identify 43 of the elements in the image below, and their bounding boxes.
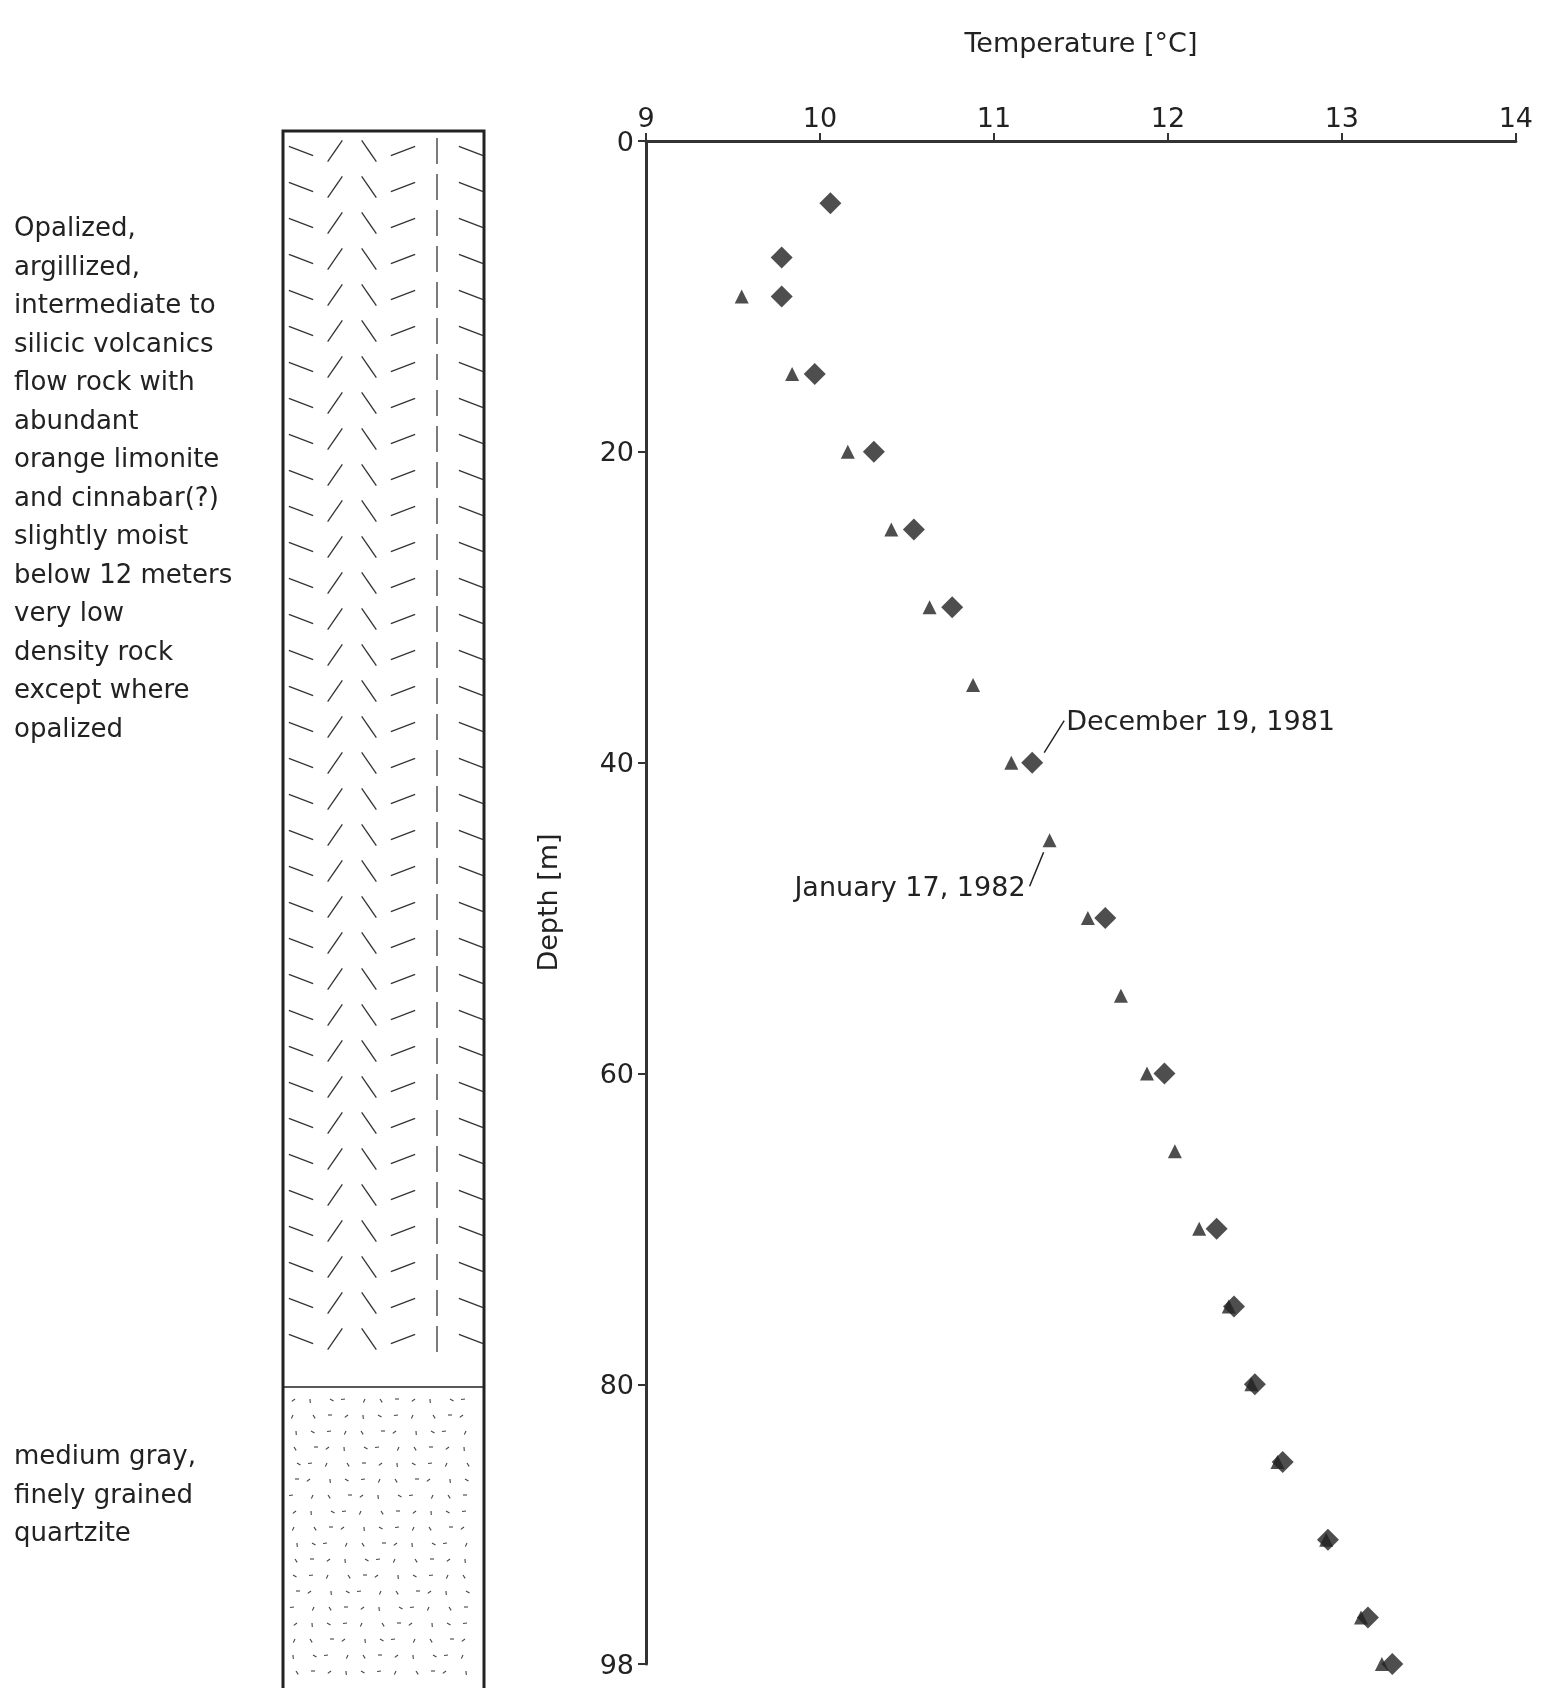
- x-tick-label: 13: [1324, 102, 1360, 133]
- point: [1004, 755, 1019, 770]
- point: [803, 363, 826, 386]
- y-tick-label: 98: [599, 1648, 634, 1680]
- point: [1140, 1066, 1155, 1081]
- point: [1167, 1144, 1182, 1159]
- x-tick-label: 14: [1498, 102, 1533, 133]
- text: Opalized, argillized, intermediate to silicic volcanics flow rock with abundant orange limonite and cinnabar(?) slightly moist below 12 meters very low density rock except where opalized: [14, 212, 233, 743]
- point: [840, 444, 855, 459]
- point: [1192, 1221, 1207, 1236]
- point: [941, 596, 964, 619]
- text: medium gray, finely grained quartzite: [14, 1439, 197, 1549]
- point: [734, 289, 749, 304]
- x-tick-label: 9: [637, 102, 655, 133]
- point: [819, 192, 842, 215]
- point: [1094, 907, 1117, 930]
- point: [1153, 1062, 1176, 1085]
- x-tick-label: 12: [1150, 102, 1186, 133]
- point: [922, 600, 937, 615]
- x-axis-title: Temperature [°C]: [963, 27, 1198, 58]
- annotation: January 17, 1982: [792, 870, 1026, 902]
- point: [862, 440, 885, 463]
- y-axis-title: Depth [m]: [532, 833, 563, 972]
- point: [884, 522, 899, 537]
- point: [902, 518, 925, 541]
- point: [1042, 833, 1057, 848]
- y-tick-label: 40: [599, 747, 634, 779]
- y-tick-label: 20: [599, 436, 634, 468]
- x-tick-label: 11: [976, 102, 1012, 133]
- point: [1113, 988, 1128, 1003]
- y-tick-label: 80: [599, 1368, 634, 1400]
- point: [770, 246, 793, 269]
- annotation: December 19, 1981: [1066, 705, 1336, 737]
- x-tick-label: 10: [802, 102, 838, 133]
- y-tick-label: 60: [599, 1057, 634, 1089]
- point: [785, 367, 800, 382]
- point: [1021, 751, 1044, 774]
- point: [1205, 1217, 1228, 1240]
- point: [770, 285, 793, 308]
- point: [1374, 1657, 1389, 1671]
- y-tick-label: 0: [616, 125, 634, 157]
- point: [1080, 911, 1095, 926]
- point: [966, 677, 981, 692]
